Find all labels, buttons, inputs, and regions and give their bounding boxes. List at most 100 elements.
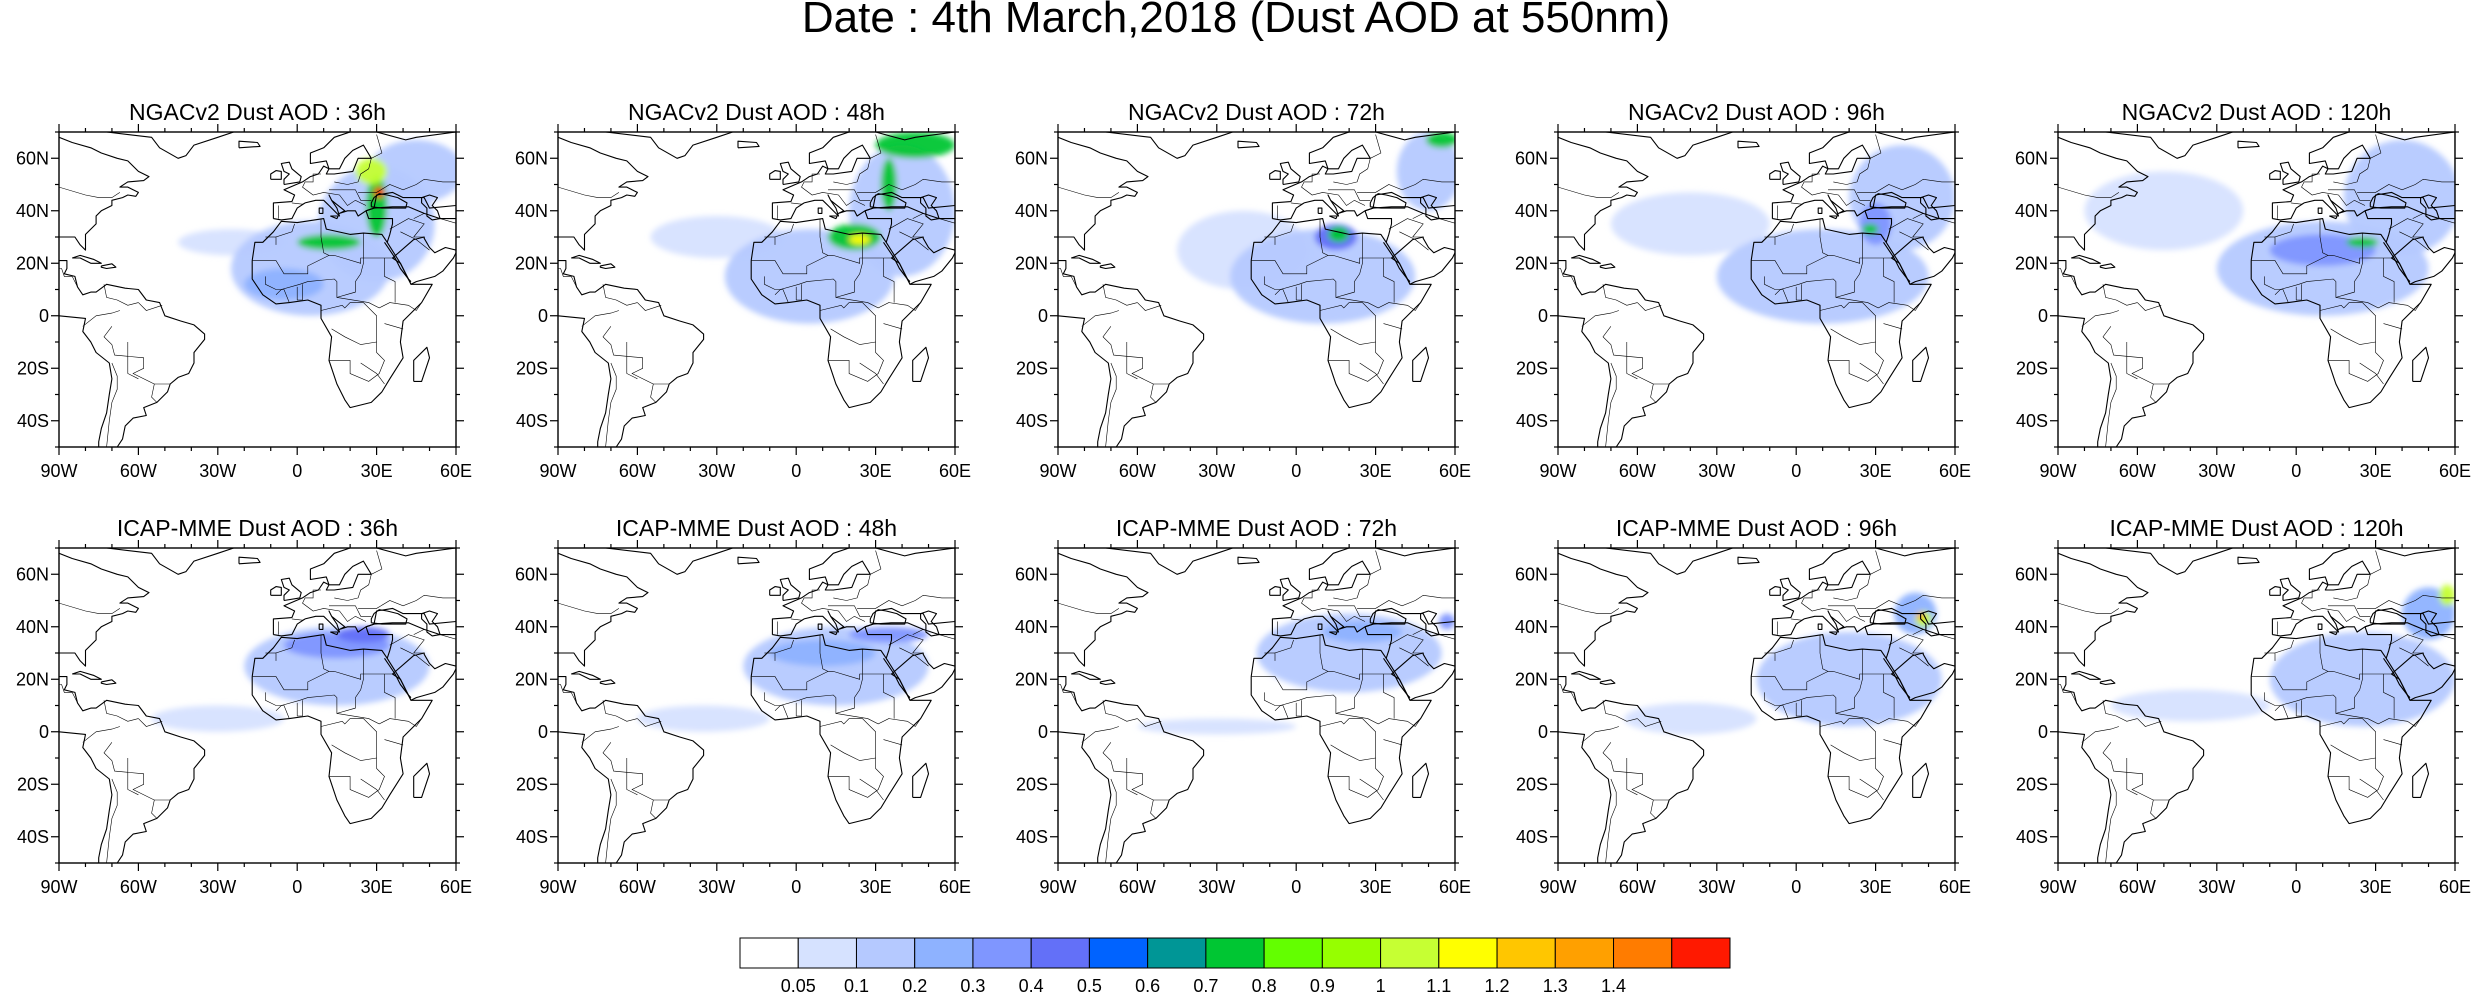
country-border xyxy=(1399,647,1429,667)
coastline-hisp xyxy=(100,263,117,270)
coastline-europe xyxy=(272,548,456,637)
coastline-redsea xyxy=(2383,657,2411,698)
dust-aod-shading xyxy=(637,626,929,732)
coastline-greenland xyxy=(605,132,733,159)
dust-plume xyxy=(1230,229,1416,324)
dust-aod-shading xyxy=(1624,592,1942,735)
coastline-africa xyxy=(1250,218,1432,409)
coastline-gulf xyxy=(558,260,705,447)
coastline-madag xyxy=(1412,346,1430,382)
coastline-sardinia xyxy=(2317,623,2323,630)
coastline-italy_sicily xyxy=(1329,631,1338,636)
coastline-hisp xyxy=(2099,679,2116,686)
country-border xyxy=(1319,218,1329,256)
country-border xyxy=(830,744,876,761)
country-border xyxy=(2058,186,2120,198)
country-border xyxy=(1102,284,1138,306)
country-border xyxy=(1899,231,1929,251)
country-border xyxy=(883,674,895,719)
coastline-madag xyxy=(912,762,930,798)
country-border xyxy=(1888,218,1924,238)
coastline-cuba xyxy=(571,254,601,264)
coastline-blacksea xyxy=(1369,609,1407,625)
country-border xyxy=(1581,310,1619,327)
colorbar-swatch xyxy=(739,937,799,969)
dust-aod-shading xyxy=(151,626,430,732)
country-border xyxy=(819,218,829,256)
country-border xyxy=(413,213,425,219)
lon-tick-label: 90W xyxy=(1039,877,1076,897)
country-border xyxy=(2330,328,2376,345)
lat-tick-label: 60N xyxy=(16,564,49,584)
lon-tick-label: 30W xyxy=(1198,877,1235,897)
country-border xyxy=(1295,700,1302,717)
coastline-hisp xyxy=(599,263,616,270)
coastline-namerica xyxy=(558,136,649,251)
lon-tick-label: 60E xyxy=(1939,461,1971,481)
coastline-greenland xyxy=(1105,548,1233,575)
lon-tick-label: 90W xyxy=(1539,461,1576,481)
country-border xyxy=(1319,634,1329,672)
country-border xyxy=(1264,276,1289,303)
dust-plume xyxy=(1322,621,1403,643)
country-border xyxy=(1319,302,1384,382)
coastline-greenland xyxy=(2105,132,2233,159)
lat-tick-label: 20S xyxy=(1016,774,1048,794)
dust-plume xyxy=(849,234,871,245)
colorbar-swatch xyxy=(1205,937,1265,969)
coastline-redsea xyxy=(883,657,911,698)
coastline-namerica xyxy=(59,136,150,251)
coastline-madag xyxy=(1912,762,1930,798)
coastline-greenland xyxy=(1605,548,1733,575)
country-border xyxy=(1330,328,1376,345)
lat-tick-label: 40N xyxy=(515,201,548,221)
country-border xyxy=(1102,700,1138,722)
lon-tick-label: 90W xyxy=(2039,877,2076,897)
coastline-italy_sicily xyxy=(829,215,838,220)
coastline-mideast xyxy=(2364,626,2393,659)
country-border xyxy=(581,726,619,743)
lon-tick-label: 90W xyxy=(539,877,576,897)
country-border xyxy=(265,692,290,719)
coastline-cuba xyxy=(1571,254,1601,264)
country-border xyxy=(1058,186,1120,198)
coastline-sapacific xyxy=(1058,731,1112,863)
dust-plume xyxy=(1610,192,1770,256)
lat-tick-label: 0 xyxy=(39,722,49,742)
colorbar-label: 0.9 xyxy=(1310,976,1335,994)
coastline-iceland xyxy=(1237,556,1260,565)
colorbar-label: 0.6 xyxy=(1135,976,1160,994)
colorbar-swatch xyxy=(797,937,857,969)
country-border xyxy=(581,310,619,327)
country-border xyxy=(400,231,430,251)
country-border xyxy=(1274,639,1294,661)
country-border xyxy=(1274,649,1363,714)
coastline-sapacific xyxy=(1558,731,1612,863)
coastline-europe xyxy=(771,132,955,221)
lat-tick-label: 60N xyxy=(1015,564,1048,584)
colorbar-swatch xyxy=(1030,937,1090,969)
country-border xyxy=(2301,589,2366,622)
country-border xyxy=(2126,342,2138,380)
country-border xyxy=(2105,362,2117,447)
coastline-madag xyxy=(2412,762,2430,798)
country-border xyxy=(795,700,802,717)
lon-tick-label: 90W xyxy=(2039,461,2076,481)
country-border xyxy=(2264,276,2289,303)
lon-tick-label: 0 xyxy=(2291,877,2301,897)
map-panels: NGACv2 Dust AOD : 36h 90W 60W 30W 0 30E 60E 60N… xyxy=(16,99,2471,897)
coastline-sardinia xyxy=(817,207,823,214)
country-border xyxy=(626,758,638,796)
country-border xyxy=(2328,189,2371,201)
lon-tick-label: 30E xyxy=(2360,877,2392,897)
country-border xyxy=(334,550,383,601)
country-border xyxy=(358,178,456,193)
lat-tick-label: 20N xyxy=(2015,669,2048,689)
colorbar-swatch xyxy=(1496,937,1556,969)
country-border xyxy=(2295,700,2302,717)
colorbar-swatch xyxy=(1613,937,1673,969)
coastline-gulf xyxy=(2058,676,2205,863)
country-border xyxy=(1290,618,1305,621)
country-border xyxy=(1102,742,1157,819)
